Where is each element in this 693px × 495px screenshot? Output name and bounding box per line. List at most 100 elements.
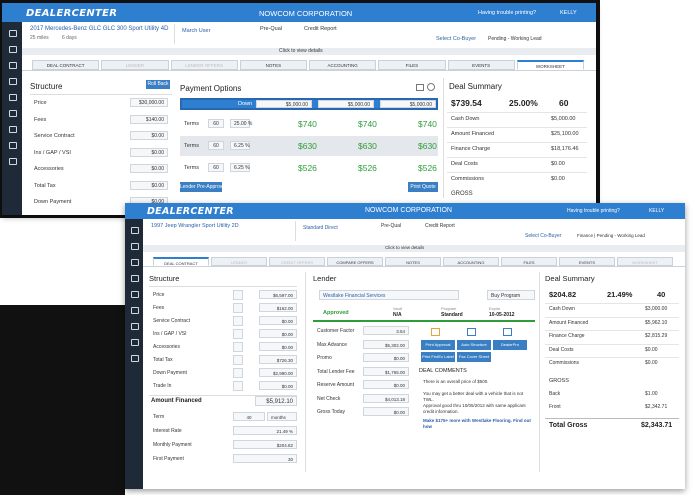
button[interactable]: Print FedEx Label [421,352,455,362]
row-value[interactable]: $4,013.18 [363,393,409,403]
row-value[interactable]: $5,302.00 [363,339,409,349]
sidebar-icon[interactable] [9,30,17,37]
icon[interactable] [467,328,476,336]
row-value[interactable]: $162.00 [259,303,297,312]
button[interactable]: DealerPro [493,340,527,350]
payment-value[interactable]: $630 [418,141,437,151]
sidebar-icon[interactable] [131,339,139,346]
tab[interactable]: CREDIT OFFERS [269,257,325,266]
row-value-box[interactable] [233,329,243,339]
program-select[interactable]: Buy Program [487,290,535,300]
sidebar-icon[interactable] [131,307,139,314]
payment-value[interactable]: $526 [418,163,437,173]
row-unit[interactable]: months [267,412,297,421]
icon[interactable] [416,84,424,91]
sidebar-icon[interactable] [131,259,139,266]
payment-value[interactable]: $630 [298,141,317,151]
tab[interactable]: COMPARE OFFERS [327,257,383,266]
tab[interactable]: DEAL CONTRACT [153,257,209,266]
rate-input[interactable]: 25.00 % [230,119,252,128]
row-value[interactable]: 30 [233,454,297,463]
sidebar-icon[interactable] [131,291,139,298]
payment-value[interactable]: $526 [298,163,317,173]
down-value[interactable]: $5,000.00 [380,100,436,108]
sidebar-icon[interactable] [131,243,139,250]
row-value-box[interactable] [233,381,243,391]
lead[interactable]: March User [182,28,211,34]
payment-value[interactable]: $740 [358,119,377,129]
button[interactable]: Lender Pre-Approval [180,182,227,192]
row-value[interactable]: $1,765.00 [363,366,409,376]
amount-financed[interactable]: $5,912.10 [255,396,297,406]
row-value[interactable]: $2,990.00 [259,368,297,377]
sidebar-icon[interactable] [131,275,139,282]
row-value[interactable]: $726.30 [259,355,297,364]
button[interactable]: Fax Cover Sheet [457,352,491,362]
term-input[interactable]: 60 [208,141,224,150]
row-value[interactable]: 40 [233,412,265,421]
sidebar-icon[interactable] [9,94,17,101]
vehicle[interactable]: 1997 Jeep Wrangler Sport Utility 2D [151,223,239,229]
row-value[interactable]: $0.00 [130,131,168,140]
credit-report[interactable]: Credit Report [304,26,337,32]
row-value[interactable]: $204.82 [233,440,297,449]
icon[interactable] [503,328,512,336]
sidebar-icon[interactable] [9,62,17,69]
row-value[interactable]: $140.00 [130,114,168,124]
sidebar-icon[interactable] [131,227,139,234]
cobuyer[interactable]: Select Co-Buyer [525,233,562,239]
tab[interactable]: LENDER OFFERS [170,60,238,70]
button[interactable]: Roll Back [146,80,170,89]
tab[interactable]: FILES [378,60,446,70]
lender-select[interactable]: Westlake Financial Services [319,290,459,300]
row-value-box[interactable] [233,303,243,313]
sidebar-icon[interactable] [9,142,17,149]
credit-report[interactable]: Credit Report [425,223,455,229]
payment-value[interactable]: $740 [418,119,437,129]
row-value[interactable]: $0.00 [259,342,297,351]
payment-value[interactable]: $630 [358,141,377,151]
row-value[interactable]: $0.00 [259,316,297,325]
row-value[interactable]: $0.00 [259,381,297,390]
row-value[interactable]: $0.00 [363,380,409,389]
row-value-box[interactable] [233,355,243,365]
tab[interactable]: NOTES [239,60,307,70]
lead[interactable]: Standard Direct [303,225,338,231]
help-link[interactable]: Having trouble printing? [478,9,537,16]
row-value[interactable]: $0.00 [130,180,168,190]
row-value[interactable]: $0.00 [130,164,168,173]
row-value-box[interactable] [233,316,243,326]
details-link[interactable]: Click to view details [385,245,425,250]
sidebar-icon[interactable] [131,323,139,330]
sidebar-icon[interactable] [9,126,17,133]
tab[interactable]: ACCOUNTING [309,60,377,70]
prequal[interactable]: Pre-Qual [381,223,402,229]
row-value[interactable]: $6,597.00 [259,290,297,299]
promo-link[interactable]: Make $175+ more with Westlake Flooring. … [423,418,531,429]
icon[interactable] [427,83,435,91]
tab[interactable]: FILES [501,257,557,266]
row-value[interactable]: 21.49 % [233,426,297,435]
prequal[interactable]: Pre-Qual [260,26,283,32]
button[interactable]: Auto Structure [457,340,491,350]
tab[interactable]: WORKSHEET [516,60,584,70]
row-value[interactable]: $0.00 [363,353,409,362]
vehicle[interactable]: 2017 Mercedes-Benz GLC GLC 300 Sport Uti… [30,26,169,32]
button[interactable]: Print Quote [408,182,438,192]
row-value[interactable]: $0.00 [130,147,168,157]
sidebar-icon[interactable] [9,110,17,117]
down-value[interactable]: $5,000.00 [256,100,312,108]
tab[interactable]: LENDER [211,257,267,266]
sidebar-icon[interactable] [131,355,139,362]
tab[interactable]: NOTES [385,257,441,266]
row-value[interactable]: $0.00 [363,407,409,416]
rate-input[interactable]: 6.25 % [230,141,250,150]
rate-input[interactable]: 6.25 % [230,163,250,172]
details-link[interactable]: Click to view details [279,48,323,54]
term-input[interactable]: 60 [208,163,224,172]
payment-value[interactable]: $526 [358,163,377,173]
down-value[interactable]: $5,000.00 [318,100,374,108]
sidebar-icon[interactable] [9,158,17,165]
tab[interactable]: ACCOUNTING [443,257,499,266]
row-value-box[interactable] [233,342,243,352]
